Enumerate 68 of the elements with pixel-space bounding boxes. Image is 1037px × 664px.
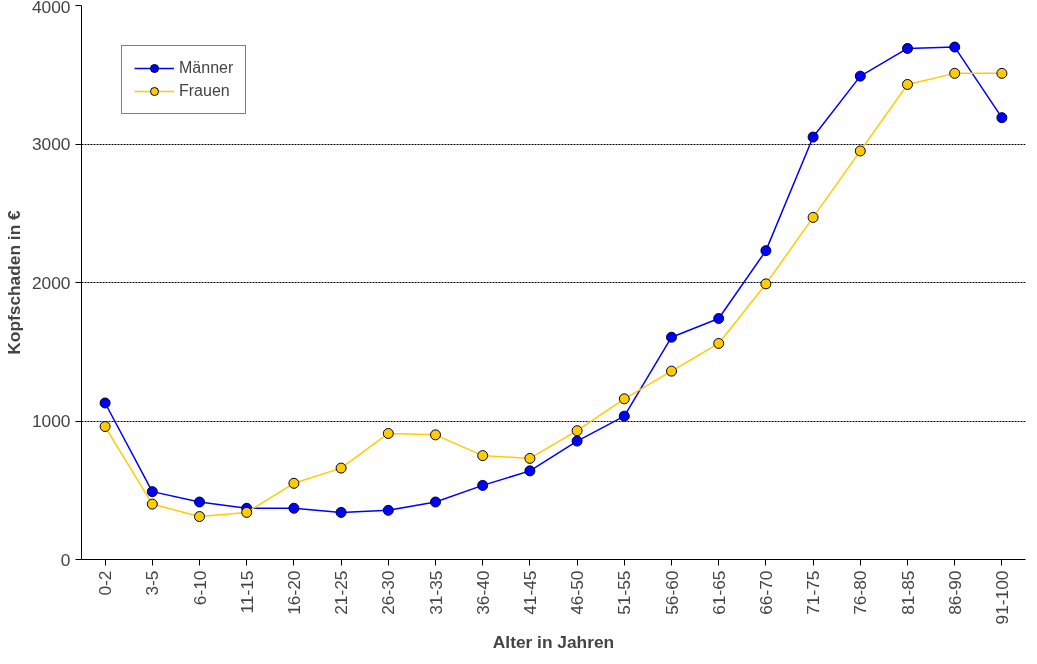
point xyxy=(571,425,583,437)
point xyxy=(760,278,772,290)
point xyxy=(194,496,205,508)
point xyxy=(146,498,158,510)
x-tick-label: 0-2 xyxy=(95,570,116,596)
x-tick-label: 31-35 xyxy=(425,570,446,615)
point xyxy=(996,112,1008,124)
point xyxy=(902,78,913,90)
point xyxy=(807,131,819,143)
x-tick-label: 56-60 xyxy=(661,570,682,615)
x-tick-label: 76-80 xyxy=(850,570,871,615)
point xyxy=(713,313,725,324)
y-axis-title: Kopfschaden in € xyxy=(3,209,24,355)
y-tick-label: 2000 xyxy=(31,272,71,293)
point xyxy=(430,496,441,508)
x-tick-label: 86-90 xyxy=(944,570,965,615)
point xyxy=(194,511,205,523)
legend-label: Frauen xyxy=(179,82,230,100)
point xyxy=(902,42,913,54)
point xyxy=(666,365,677,377)
x-tick-label: 91-100 xyxy=(991,570,1012,625)
x-tick-label: 61-65 xyxy=(708,570,729,615)
point xyxy=(571,435,583,447)
point xyxy=(288,502,300,514)
x-axis-title: Alter in Jahren xyxy=(492,632,615,653)
point xyxy=(618,393,630,405)
x-tick-label: 16-20 xyxy=(283,570,304,615)
point xyxy=(854,70,866,82)
x-tick-label: 6-10 xyxy=(189,570,210,606)
point xyxy=(430,429,441,441)
x-tick-label: 81-85 xyxy=(897,570,918,615)
x-tick-label: 36-40 xyxy=(472,570,493,615)
x-tick-label: 21-25 xyxy=(331,570,352,615)
point xyxy=(288,477,300,489)
point xyxy=(713,337,725,349)
x-tick-label: 26-30 xyxy=(378,570,399,615)
point xyxy=(949,67,961,79)
point xyxy=(524,452,536,464)
x-tick-label: 51-55 xyxy=(614,570,635,615)
point xyxy=(335,506,347,518)
point xyxy=(524,465,536,477)
point xyxy=(382,504,394,516)
x-tick-label: 71-75 xyxy=(803,570,824,615)
point xyxy=(760,245,772,257)
point xyxy=(618,410,630,422)
point xyxy=(99,397,111,409)
point xyxy=(99,421,111,433)
point xyxy=(477,450,489,462)
point xyxy=(477,479,489,491)
x-tick-label: 3-5 xyxy=(142,570,163,596)
point xyxy=(854,145,866,157)
point xyxy=(996,67,1008,79)
legend-label: Männer xyxy=(179,59,234,77)
y-tick-label: 4000 xyxy=(31,0,71,17)
point xyxy=(335,462,347,474)
point xyxy=(666,331,677,343)
x-tick-label: 11-15 xyxy=(236,570,257,614)
point xyxy=(146,486,158,498)
point xyxy=(382,427,394,439)
x-tick-label: 41-45 xyxy=(519,570,540,615)
point xyxy=(241,506,253,518)
x-tick-label: 66-70 xyxy=(755,570,776,615)
point xyxy=(949,41,961,53)
y-tick-label: 3000 xyxy=(31,134,71,154)
point xyxy=(807,211,819,223)
y-tick-label: 0 xyxy=(60,549,71,570)
y-tick-label: 1000 xyxy=(31,411,71,431)
x-tick-label: 46-50 xyxy=(567,570,588,615)
